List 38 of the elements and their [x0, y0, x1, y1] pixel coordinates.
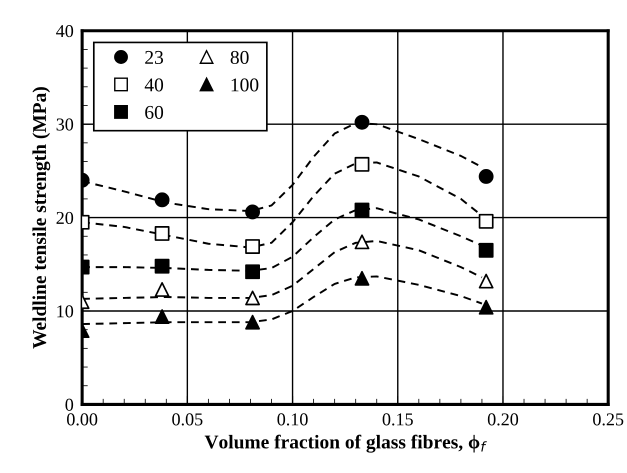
point	[154, 309, 170, 324]
y-tick-label: 40	[56, 25, 74, 38]
legend-label: 100	[232, 78, 258, 92]
point	[154, 226, 170, 241]
legend-label: 60	[145, 106, 164, 119]
point	[245, 314, 260, 330]
point	[478, 169, 494, 184]
x-tick-label: 0.00	[67, 413, 98, 426]
y-tick-label: 0	[65, 398, 74, 411]
point	[154, 192, 170, 208]
legend-label: 40	[144, 78, 164, 92]
point	[354, 234, 370, 250]
y-tick-label: 30	[56, 118, 74, 131]
point	[245, 204, 260, 220]
x-tick-label: 0.20	[488, 413, 518, 426]
point	[245, 239, 260, 254]
point	[354, 114, 370, 130]
point	[245, 290, 260, 306]
point	[154, 282, 170, 297]
point	[478, 274, 494, 289]
point	[478, 300, 494, 315]
x-tick-label: 0.15	[382, 413, 413, 426]
point	[354, 270, 370, 286]
point	[478, 242, 494, 258]
y-tick-label: 10	[57, 305, 74, 318]
point	[154, 258, 170, 274]
point	[245, 264, 260, 280]
point	[354, 156, 370, 172]
x-axis-title: Volume fraction of glass fibres, ϕ$_{f}$	[204, 434, 487, 453]
point	[478, 214, 494, 229]
x-tick-label: 0.05	[172, 413, 202, 426]
legend-label: 80	[230, 50, 249, 64]
x-tick-label: 0.10	[277, 413, 308, 426]
x-tick-label: 0.25	[593, 413, 624, 426]
point	[354, 202, 370, 218]
legend-label: 23	[145, 50, 164, 64]
y-tick-label: 20	[56, 212, 74, 224]
y-axis-title: Weldline tensile strength (MPa)	[32, 87, 50, 349]
